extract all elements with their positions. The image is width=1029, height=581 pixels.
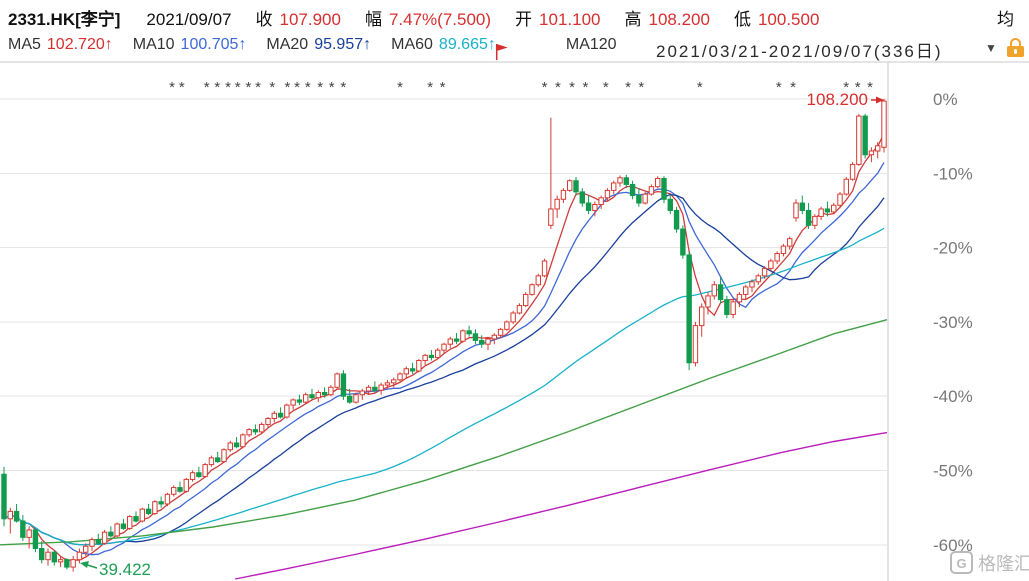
annotations: 108.200 39.422 — [80, 90, 884, 579]
high-value: 108.200 — [648, 10, 710, 29]
high-price-annotation: 108.200 — [807, 90, 868, 109]
close-field: 收 107.900 — [256, 5, 341, 30]
event-star-icon: * — [697, 79, 703, 96]
ma10-field: MA10 100.705↑ — [133, 36, 247, 54]
ma20-line — [3, 193, 885, 546]
grid-layer — [0, 61, 1029, 581]
svg-text:G: G — [956, 556, 966, 571]
event-star-icon: * — [255, 79, 261, 96]
ma60-field: MA60 89.665↑ — [391, 36, 496, 54]
watermark-text: 格隆汇 — [978, 554, 1029, 574]
event-star-icon: * — [397, 79, 403, 96]
event-star-icon: * — [440, 79, 446, 96]
ma10-line — [3, 162, 885, 556]
avg-field: 均 — [997, 5, 1021, 30]
event-star-icon: * — [867, 79, 873, 96]
ma20-label: MA20 — [266, 36, 309, 53]
lock-shackle — [1010, 38, 1021, 48]
watermark: G 格隆汇 — [950, 551, 1029, 574]
event-star-icon: * — [542, 79, 548, 96]
ma-lines — [0, 133, 888, 580]
y-axis-tick: -50% — [933, 462, 973, 481]
ma60-line — [3, 227, 885, 546]
ma60-value: 89.665↑ — [438, 36, 496, 53]
event-star-icon: * — [603, 79, 609, 96]
ma20-field: MA20 95.957↑ — [266, 36, 371, 54]
ma60-label: MA60 — [391, 36, 433, 53]
high-arrow-icon — [876, 96, 884, 104]
period-selector[interactable]: 2021/03/21-2021/09/07(336日) — [656, 42, 943, 61]
event-star-icon: * — [625, 79, 631, 96]
stock-symbol: 2331.HK[李宁] — [8, 10, 121, 29]
ma250-line — [234, 431, 888, 580]
ma10-value: 100.705↑ — [180, 36, 247, 53]
low-price-annotation: 39.422 — [99, 560, 151, 579]
event-markers: * * * * * * * * * * * * * * * * * * * * * * * * * * * * * * * — [169, 44, 873, 96]
low-arrow-icon — [80, 561, 89, 568]
chevron-down-icon[interactable]: ▼ — [985, 41, 997, 55]
ma5-label: MA5 — [8, 36, 41, 53]
y-axis-tick: -40% — [933, 387, 973, 406]
change-label: 幅 — [364, 10, 382, 29]
ma-bar: MA5 102.720↑ MA10 100.705↑ MA20 95.957↑ … — [8, 36, 1021, 54]
y-axis-tick: -30% — [933, 313, 973, 332]
quote-header: 2331.HK[李宁] 2021/09/07 收 107.900 幅 7.47%… — [8, 5, 1021, 30]
event-star-icon: * — [225, 79, 231, 96]
lock-keyhole — [1014, 49, 1017, 54]
y-axis-tick: -10% — [933, 164, 973, 183]
open-field: 开 101.100 — [515, 5, 600, 30]
avg-label: 均 — [997, 10, 1014, 29]
high-label: 高 — [624, 10, 642, 29]
change-field: 幅 7.47%(7.500) — [365, 5, 491, 30]
event-star-icon: * — [179, 79, 185, 96]
event-star-icon: * — [214, 79, 220, 96]
low-field: 低 100.500 — [734, 5, 819, 30]
event-star-icon: * — [843, 79, 849, 96]
open-value: 101.100 — [539, 10, 601, 29]
axis-labels: 0% -10% -20% -30% -40% -50% -60% — [933, 90, 973, 555]
trade-date: 2021/09/07 — [146, 10, 232, 29]
event-star-icon: * — [329, 79, 335, 96]
event-star-icon: * — [305, 79, 311, 96]
y-axis-tick: -20% — [933, 239, 973, 258]
ma120-line — [0, 319, 888, 546]
event-star-icon: * — [317, 79, 323, 96]
open-label: 开 — [515, 10, 533, 29]
event-star-icon: * — [776, 79, 782, 96]
y-axis-tick: 0% — [933, 90, 958, 109]
low-value: 100.500 — [757, 10, 820, 29]
event-star-icon: * — [204, 79, 210, 96]
change-value: 7.47%(7.500) — [388, 10, 492, 29]
event-star-icon: * — [169, 79, 175, 96]
event-star-icon: * — [284, 79, 290, 96]
ma120-field: MA120 — [566, 36, 623, 54]
event-star-icon: * — [555, 79, 561, 96]
ma20-value: 95.957↑ — [314, 36, 372, 53]
event-star-icon: * — [245, 79, 251, 96]
candles-layer — [1, 99, 887, 572]
ma5-field: MA5 102.720↑ — [8, 36, 113, 54]
event-star-icon: * — [235, 79, 241, 96]
event-star-icon: * — [790, 79, 796, 96]
close-label: 收 — [255, 10, 273, 29]
lock-icon[interactable] — [1007, 38, 1024, 57]
watermark-logo — [950, 551, 973, 574]
high-field: 高 108.200 — [625, 5, 710, 30]
y-axis-tick: -60% — [933, 536, 973, 555]
event-star-icon: * — [569, 79, 575, 96]
event-star-icon: * — [855, 79, 861, 96]
ma120-label: MA120 — [565, 36, 617, 53]
event-star-icon: * — [294, 79, 300, 96]
low-label: 低 — [733, 10, 751, 29]
ma10-label: MA10 — [132, 36, 175, 53]
event-star-icon: * — [340, 79, 346, 96]
event-star-icon: * — [582, 79, 588, 96]
close-value: 107.900 — [279, 10, 341, 29]
event-star-icon: * — [638, 79, 644, 96]
event-star-icon: * — [269, 79, 275, 96]
ma5-value: 102.720↑ — [46, 36, 113, 53]
event-star-icon: * — [427, 79, 433, 96]
